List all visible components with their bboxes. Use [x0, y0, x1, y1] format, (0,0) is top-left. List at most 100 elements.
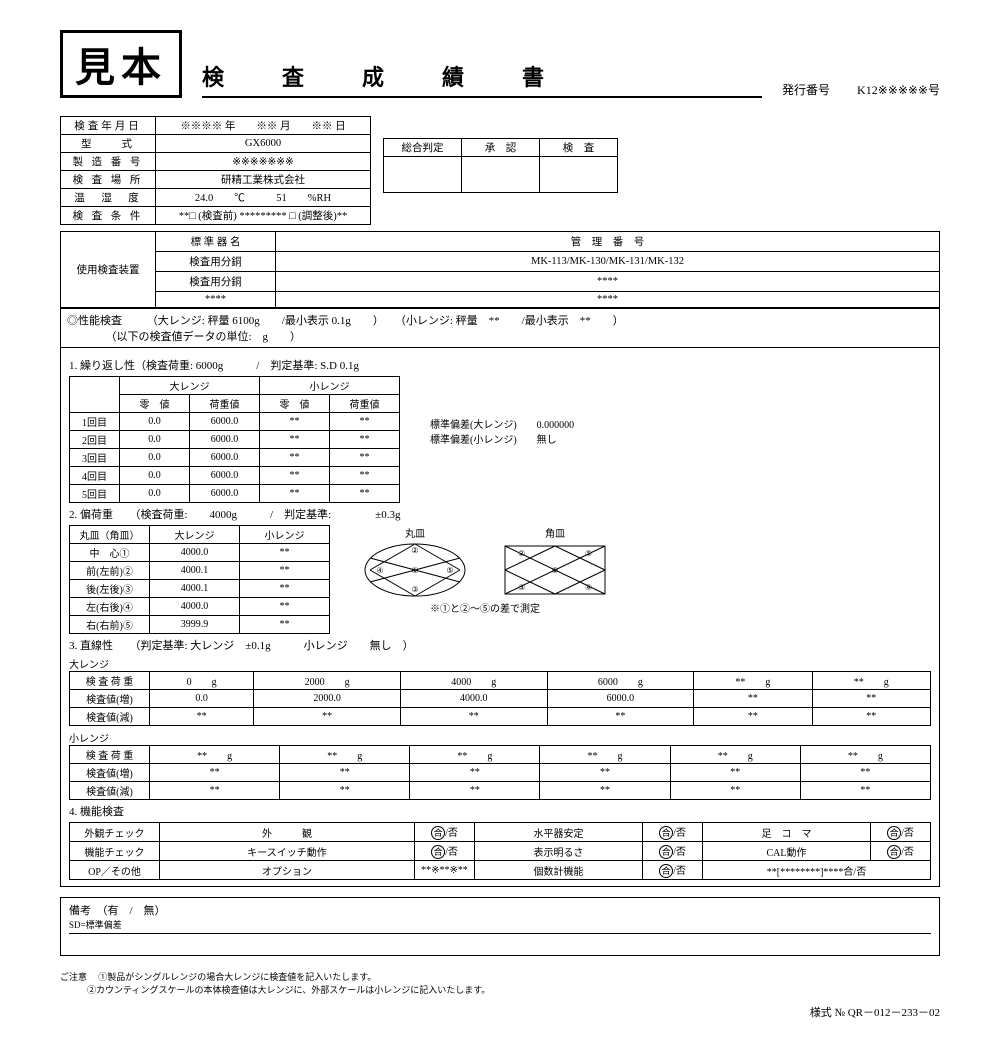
s3-cell: ** g	[280, 746, 410, 764]
approval-col: 承 認	[462, 139, 540, 157]
s1-cell: **	[330, 431, 400, 449]
info-label: 検査年月日	[61, 117, 156, 135]
s3-cell: **	[812, 708, 930, 726]
s1-cell: **	[260, 413, 330, 431]
s3-cell: ** g	[800, 746, 930, 764]
s2-cell: 後(左後)③	[70, 580, 150, 598]
info-label: 検 査 条 件	[61, 207, 156, 225]
sd-label: 標準偏差(小レンジ)	[430, 435, 517, 446]
perf-unit: （以下の検査値データの単位: g ）	[111, 331, 301, 343]
sd-val: 無し	[537, 435, 557, 446]
s1-cell: **	[260, 485, 330, 503]
s1-cell: 4回目	[70, 467, 120, 485]
sample-stamp: 見本	[60, 30, 182, 98]
equip-h2: 管 理 番 号	[276, 232, 940, 252]
s1-cell: 6000.0	[190, 485, 260, 503]
square-pan-icon: ① ②③ ④⑤	[500, 540, 610, 600]
s1-col: 荷重値	[190, 395, 260, 413]
s3-cell: **	[400, 708, 547, 726]
s3-cell: ** g	[812, 672, 930, 690]
s3-cell: 4000 g	[400, 672, 547, 690]
s1-group: 小レンジ	[260, 377, 400, 395]
s1-cell: 0.0	[120, 467, 190, 485]
equip-h1: 標 準 器 名	[156, 232, 276, 252]
remarks-line: SD=標準偏差	[69, 920, 122, 930]
s1-cell: **	[260, 431, 330, 449]
s3-cell: **	[812, 690, 930, 708]
dia-label: 丸皿	[360, 525, 470, 540]
s1-col: 零 値	[260, 395, 330, 413]
s3-cell: **	[694, 708, 812, 726]
s4-item: 足 コ マ	[702, 823, 870, 842]
s2-note: ※①と②～⑤の差で測定	[360, 600, 610, 615]
equip-cell: ****	[156, 292, 276, 308]
s4-res: 合/否	[871, 842, 931, 861]
s3-cell: 6000.0	[547, 690, 694, 708]
s3-lbl: 検 査 荷 重	[70, 746, 150, 764]
s3-lbl: 検 査 荷 重	[70, 672, 150, 690]
s3-cell: ** g	[670, 746, 800, 764]
s4-res: **※**※**	[414, 861, 474, 880]
issue-value: K12※※※※※号	[857, 83, 940, 97]
s2-cell: 4000.1	[150, 580, 240, 598]
s1-cell: **	[260, 449, 330, 467]
s1-cell: **	[260, 467, 330, 485]
s3-cell: ** g	[540, 746, 670, 764]
remarks-box: 備考 （有 / 無） SD=標準偏差	[60, 897, 940, 956]
s1-cell: 0.0	[120, 485, 190, 503]
svg-text:④: ④	[376, 566, 383, 575]
s1-cell: 0.0	[120, 431, 190, 449]
s3-table-large: 検 査 荷 重0 g2000 g4000 g6000 g** g** g検査値(…	[69, 671, 931, 726]
equip-cell: ****	[276, 292, 940, 308]
s3-cell: **	[540, 782, 670, 800]
s2-cell: 左(右後)④	[70, 598, 150, 616]
svg-text:③: ③	[411, 585, 418, 594]
s3-cell: 6000 g	[547, 672, 694, 690]
s3-cell: **	[150, 764, 280, 782]
s2-cell: **	[240, 598, 330, 616]
info-approval-row: 検査年月日※※※※ 年 ※※ 月 ※※ 日型 式GX6000製 造 番 号※※※…	[60, 116, 940, 225]
s2-table: 丸皿（角皿） 大レンジ 小レンジ 中 心①4000.0**前(左前)②4000.…	[69, 525, 330, 634]
issue-label: 発行番号	[782, 83, 830, 97]
info-value: 研精工業株式会社	[156, 171, 371, 189]
s3-cell: 2000.0	[254, 690, 401, 708]
s4-item: 水平器安定	[474, 823, 642, 842]
form-number: 様式 № QR－012－233－02	[60, 1004, 940, 1020]
s3-cell: **	[280, 764, 410, 782]
s1-title: 1. 繰り返し性（検査荷重: 6000g / 判定基準: S.D 0.1g	[69, 357, 931, 373]
equip-cell: MK-113/MK-130/MK-131/MK-132	[276, 252, 940, 272]
svg-text:②: ②	[518, 549, 525, 558]
s2-col: 大レンジ	[150, 526, 240, 544]
info-value: ※※※※※※※	[156, 153, 371, 171]
svg-text:①: ①	[411, 566, 418, 575]
footnotes: ご注意 ①製品がシングルレンジの場合大レンジに検査値を記入いたします。 ②カウン…	[60, 970, 940, 996]
s1-table: 大レンジ 小レンジ 零 値 荷重値 零 値 荷重値 1回目0.06000.0**…	[69, 376, 400, 503]
s3-lbl: 検査値(減)	[70, 782, 150, 800]
s4-lbl: 機能チェック	[70, 842, 160, 861]
s2-col: 小レンジ	[240, 526, 330, 544]
s4-item: 表示明るさ	[474, 842, 642, 861]
s3-cell: 4000.0	[400, 690, 547, 708]
s1-cell: 3回目	[70, 449, 120, 467]
info-label: 型 式	[61, 135, 156, 153]
s4-res: 合/否	[642, 842, 702, 861]
info-value: ※※※※ 年 ※※ 月 ※※ 日	[156, 117, 371, 135]
s3-range1: 大レンジ	[69, 656, 931, 671]
document-title: 検 査 成 績 書	[202, 60, 762, 98]
svg-text:①: ①	[551, 566, 558, 575]
s3-cell: 0.0	[150, 690, 254, 708]
info-label: 製 造 番 号	[61, 153, 156, 171]
s3-cell: 0 g	[150, 672, 254, 690]
s3-cell: 2000 g	[254, 672, 401, 690]
s4-res: 合/否	[414, 823, 474, 842]
s4-lbl: OP／その他	[70, 861, 160, 880]
s2-cell: 4000.0	[150, 544, 240, 562]
info-table: 検査年月日※※※※ 年 ※※ 月 ※※ 日型 式GX6000製 造 番 号※※※…	[60, 116, 371, 225]
equip-cell: 検査用分銅	[156, 272, 276, 292]
s3-cell: **	[800, 764, 930, 782]
performance-body: 1. 繰り返し性（検査荷重: 6000g / 判定基準: S.D 0.1g 大レ…	[60, 347, 940, 887]
s4-item: 個数計機能	[474, 861, 642, 880]
s1-cell: 6000.0	[190, 467, 260, 485]
s2-title: 2. 偏荷重 （検査荷重: 4000g / 判定基準: ±0.3g	[69, 506, 931, 522]
approval-col: 総合判定	[384, 139, 462, 157]
